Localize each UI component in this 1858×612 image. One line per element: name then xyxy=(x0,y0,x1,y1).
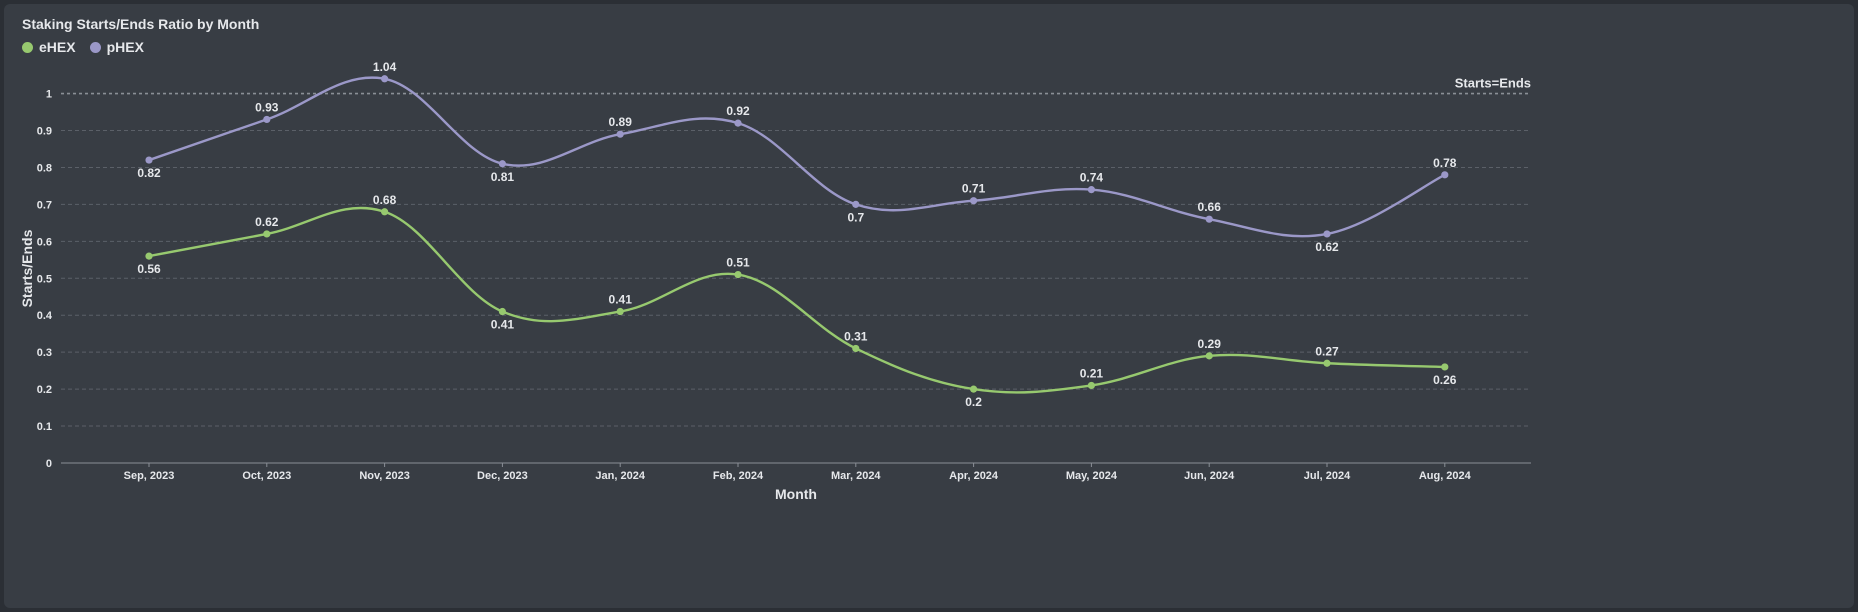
chart-title: Staking Starts/Ends Ratio by Month xyxy=(22,16,260,32)
x-axis-title: Month xyxy=(775,486,817,502)
x-tick-label: Jan, 2024 xyxy=(595,470,645,482)
data-point-ehex[interactable] xyxy=(263,230,271,238)
x-tick-label: May, 2024 xyxy=(1066,470,1118,482)
x-tick-label: Aug, 2024 xyxy=(1419,470,1472,482)
data-label-ehex: 0.29 xyxy=(1198,337,1222,351)
y-tick-label: 0.2 xyxy=(37,384,52,396)
x-tick-label: Oct, 2023 xyxy=(242,470,291,482)
y-tick-label: 0.9 xyxy=(37,126,52,138)
data-label-ehex: 0.2 xyxy=(965,395,982,409)
data-point-ehex[interactable] xyxy=(145,252,153,260)
data-label-phex: 0.78 xyxy=(1433,156,1457,170)
y-tick-label: 0.6 xyxy=(37,236,52,248)
data-label-phex: 0.82 xyxy=(137,166,161,180)
legend-label-phex: pHEX xyxy=(106,39,144,55)
data-label-ehex: 0.31 xyxy=(844,329,868,343)
data-point-ehex[interactable] xyxy=(1087,381,1095,390)
data-label-phex: 0.93 xyxy=(255,100,279,114)
legend-swatch-phex xyxy=(89,41,101,53)
x-tick-label: Nov, 2023 xyxy=(359,470,410,482)
data-label-ehex: 0.21 xyxy=(1080,366,1104,380)
y-tick-label: 0.4 xyxy=(37,310,53,322)
data-point-phex[interactable] xyxy=(381,75,389,83)
data-point-phex[interactable] xyxy=(616,130,624,138)
data-label-ehex: 0.62 xyxy=(255,215,279,229)
line-chart: 0 0.1 0.2 0.3 0.4 0.5 0.6 0.7 0.8 0.9 1 Starts=Ends… xyxy=(19,60,1531,502)
y-tick-label: 0.3 xyxy=(37,347,52,359)
x-tick-label: Feb, 2024 xyxy=(713,470,764,482)
x-tick-label: Sep, 2023 xyxy=(124,470,175,482)
data-point-phex[interactable] xyxy=(498,160,506,168)
legend: eHEX pHEX xyxy=(22,39,144,55)
x-tick-label: Mar, 2024 xyxy=(831,470,881,482)
reference-line-label: Starts=Ends xyxy=(1455,76,1531,91)
data-point-ehex[interactable] xyxy=(734,270,742,279)
x-tick-label: Apr, 2024 xyxy=(949,470,999,482)
y-tick-label: 1 xyxy=(46,89,52,101)
data-point-phex[interactable] xyxy=(1087,186,1095,194)
data-label-phex: 0.7 xyxy=(847,210,864,224)
x-tick-label: Dec, 2023 xyxy=(477,470,528,482)
x-tick-label: Jul, 2024 xyxy=(1304,470,1351,482)
y-tick-label: 0.1 xyxy=(37,421,52,433)
data-point-ehex[interactable] xyxy=(852,344,860,353)
data-label-ehex: 0.51 xyxy=(726,256,750,270)
data-point-ehex[interactable] xyxy=(381,208,389,216)
data-point-phex[interactable] xyxy=(263,115,271,124)
data-label-ehex: 0.68 xyxy=(373,193,397,207)
data-point-phex[interactable] xyxy=(852,200,860,208)
data-point-ehex[interactable] xyxy=(1323,359,1331,367)
data-point-phex[interactable] xyxy=(1205,215,1213,223)
y-tick-label: 0.8 xyxy=(37,162,52,174)
data-label-ehex: 0.26 xyxy=(1433,373,1457,387)
series-line-ehex xyxy=(148,206,1445,394)
data-point-ehex[interactable] xyxy=(616,307,624,316)
data-label-phex: 0.92 xyxy=(726,104,750,118)
y-tick-label: 0.7 xyxy=(37,199,52,211)
legend-item-ehex[interactable]: eHEX xyxy=(22,39,76,55)
y-tick-label: 0 xyxy=(46,458,52,470)
legend-swatch-ehex xyxy=(22,41,33,53)
data-point-phex[interactable] xyxy=(970,197,978,205)
series-line-phex xyxy=(148,76,1446,238)
chart-card: Staking Starts/Ends Ratio by Month eHEX … xyxy=(4,4,1854,608)
data-point-ehex[interactable] xyxy=(1441,363,1449,371)
data-point-phex[interactable] xyxy=(145,156,153,164)
data-point-phex[interactable] xyxy=(734,119,742,127)
x-tick-label: Jun, 2024 xyxy=(1184,470,1235,482)
data-label-ehex: 0.27 xyxy=(1315,344,1339,358)
y-axis-title: Starts/Ends xyxy=(19,229,35,307)
data-label-phex: 0.66 xyxy=(1198,200,1222,214)
data-label-phex: 0.74 xyxy=(1080,171,1104,185)
data-point-ehex[interactable] xyxy=(1205,352,1213,360)
data-label-phex: 1.04 xyxy=(373,60,397,74)
legend-label-ehex: eHEX xyxy=(39,39,76,55)
data-label-phex: 0.62 xyxy=(1315,240,1339,254)
y-tick-label: 0.5 xyxy=(37,273,52,285)
data-point-ehex[interactable] xyxy=(498,307,506,316)
data-label-phex: 0.81 xyxy=(491,170,515,184)
data-label-ehex: 0.56 xyxy=(137,262,161,276)
data-label-ehex: 0.41 xyxy=(491,318,515,332)
legend-item-phex[interactable]: pHEX xyxy=(89,39,144,55)
data-label-phex: 0.89 xyxy=(609,115,633,129)
data-point-phex[interactable] xyxy=(1323,230,1331,238)
data-label-phex: 0.71 xyxy=(962,182,986,196)
data-label-ehex: 0.41 xyxy=(609,293,633,307)
data-point-ehex[interactable] xyxy=(970,385,978,393)
data-point-phex[interactable] xyxy=(1441,171,1449,179)
